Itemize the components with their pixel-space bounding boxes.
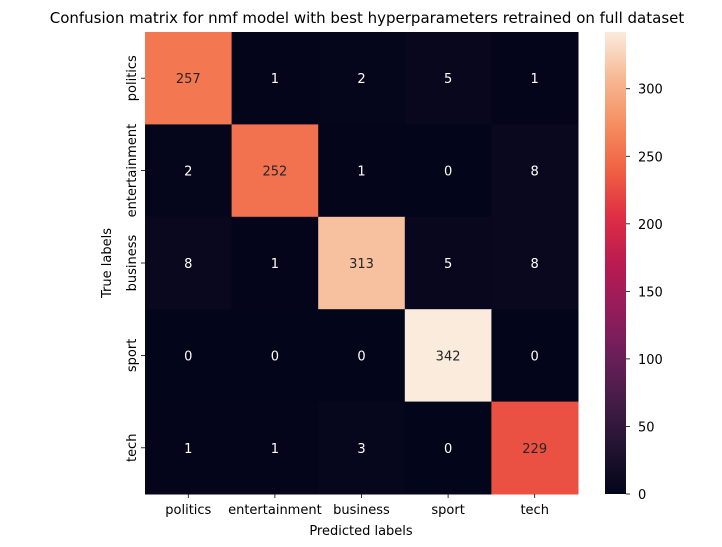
cell-value-label: 8: [531, 257, 539, 272]
cell-value-label: 1: [184, 442, 192, 457]
colorbar-tick-label: 200: [638, 218, 663, 233]
cell-value-label: 2: [184, 165, 192, 180]
heatmap-cell: [231, 401, 319, 495]
x-tick-label: tech: [520, 503, 548, 518]
colorbar-tick-label: 100: [638, 353, 663, 368]
colorbar: 0 50 100 150 200 250 300: [605, 32, 663, 503]
heatmap-cell: [404, 124, 492, 218]
heatmap-cell: [404, 401, 492, 495]
y-tick-label: politics: [125, 55, 140, 101]
cell-value-label: 0: [444, 442, 452, 457]
x-tick-label: politics: [165, 503, 211, 518]
x-tick-label: business: [333, 503, 390, 518]
cell-value-label: 1: [531, 72, 539, 87]
cell-value-label: 0: [531, 349, 539, 364]
x-tick-label: sport: [431, 503, 464, 518]
cell-value-label: 8: [184, 257, 192, 272]
heatmap-cell: [145, 32, 233, 125]
cell-value-label: 0: [357, 349, 365, 364]
heatmap-cell: [404, 216, 492, 310]
heatmap-cell: [231, 32, 319, 125]
colorbar-gradient: [605, 32, 626, 494]
cell-value-label: 8: [531, 165, 539, 180]
heatmap-cell: [145, 401, 233, 495]
heatmap-cell: [145, 124, 233, 218]
cell-value-label: 1: [271, 257, 279, 272]
y-axis: politics entertainment business sport tech: [125, 55, 145, 462]
cell-value-label: 229: [522, 442, 547, 457]
y-tick-label: tech: [125, 434, 140, 462]
cell-value-label: 1: [357, 165, 365, 180]
heatmap-cell: [318, 32, 406, 125]
x-tick-label: entertainment: [228, 503, 322, 518]
cell-value-label: 342: [436, 349, 461, 364]
heatmap-cell: [404, 32, 492, 125]
cell-value-label: 0: [271, 349, 279, 364]
heatmap-cell: [318, 216, 406, 310]
cell-value-label: 1: [271, 442, 279, 457]
cell-value-label: 2: [357, 72, 365, 87]
heatmap-cell: [145, 216, 233, 310]
heatmap-cell: [491, 124, 579, 218]
heatmap-cells: 257 1 2 5 1 2 252 1 0 8 8 1 313 5 8 0 0 0 342 0 1 1 3 0 229: [145, 32, 579, 495]
cell-value-label: 3: [357, 442, 365, 457]
colorbar-tick-label: 0: [638, 488, 646, 503]
y-tick-label: business: [125, 234, 140, 291]
colorbar-tick-label: 250: [638, 150, 663, 165]
heatmap-cell: [318, 309, 406, 403]
y-tick-label: entertainment: [125, 124, 140, 218]
cell-value-label: 257: [176, 72, 201, 87]
cell-value-label: 252: [262, 165, 287, 180]
x-axis-label: Predicted labels: [309, 524, 413, 539]
cell-value-label: 5: [444, 257, 452, 272]
heatmap-cell: [404, 309, 492, 403]
chart-title: Confusion matrix for nmf model with best…: [50, 9, 685, 27]
heatmap-cell: [231, 309, 319, 403]
colorbar-tick-label: 150: [638, 285, 663, 300]
y-axis-label: True labels: [100, 228, 115, 299]
heatmap-cell: [491, 309, 579, 403]
y-tick-label: sport: [125, 339, 140, 372]
heatmap-cell: [145, 309, 233, 403]
cell-value-label: 0: [184, 349, 192, 364]
heatmap-cell: [231, 216, 319, 310]
cell-value-label: 1: [271, 72, 279, 87]
heatmap-cell: [318, 401, 406, 495]
colorbar-tick-label: 50: [638, 420, 655, 435]
heatmap-cell: [491, 32, 579, 125]
heatmap-cell: [318, 124, 406, 218]
heatmap-cell: [231, 124, 319, 218]
cell-value-label: 313: [349, 257, 374, 272]
heatmap-cell: [491, 401, 579, 495]
cell-value-label: 5: [444, 72, 452, 87]
cell-value-label: 0: [444, 165, 452, 180]
colorbar-tick-label: 300: [638, 83, 663, 98]
heatmap-cell: [491, 216, 579, 310]
x-axis: politics entertainment business sport tech: [165, 494, 549, 518]
